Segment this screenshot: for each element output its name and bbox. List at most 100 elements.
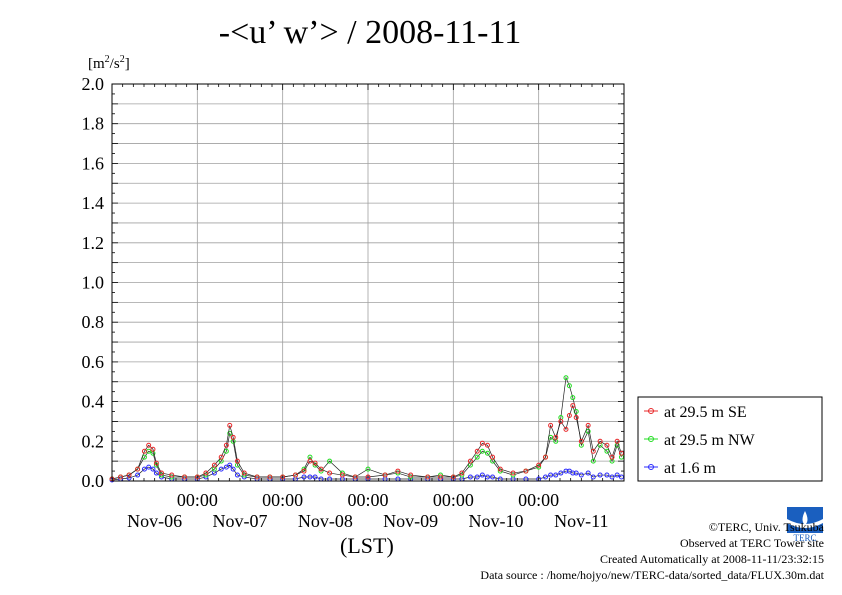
data-point [141,448,147,454]
data-point [352,474,358,480]
data-point [609,474,615,480]
data-point [234,458,240,464]
data-point [158,470,164,476]
data-point [484,474,490,480]
data-point [585,470,591,476]
data-point [318,466,324,472]
data-point [604,472,610,478]
y-tick-label: 1.2 [82,233,105,253]
data-point [327,458,333,464]
data-point [118,474,124,480]
data-point [542,474,548,480]
data-point [301,474,307,480]
data-point [467,474,473,480]
data-point [604,448,610,454]
data-point [474,454,480,460]
series-group [109,375,624,483]
data-point [234,472,240,478]
data-point [230,434,236,440]
data-point [223,448,229,454]
data-point [153,460,159,466]
data-point [604,442,610,448]
y-tick-label: 0.2 [82,431,105,451]
data-point [339,472,345,478]
data-point [146,442,152,448]
y-tick-label: 0.8 [82,312,105,332]
x-axis-label: (LST) [340,533,394,558]
data-point [126,475,132,481]
data-point [474,474,480,480]
x-tick-date-label: Nov-08 [298,511,353,531]
data-point [563,375,569,381]
data-point [135,472,141,478]
data-point [408,472,414,478]
legend-label: at 29.5 m NW [664,432,756,449]
x-tick-date-label: Nov-06 [127,511,182,531]
data-point [182,474,188,480]
x-tick-time-label: 00:00 [262,490,303,510]
legend-box [637,396,823,482]
data-point [566,412,572,418]
y-tick-label: 0.4 [82,392,105,412]
data-point [548,472,554,478]
data-point [307,458,313,464]
chart-title: -<u’ w’> / 2008-11-11 [218,14,522,51]
y-tick-label: 1.4 [82,193,105,213]
data-point [570,395,576,401]
legend-swatch-marker [648,436,654,442]
data-point [146,464,152,470]
data-point [523,468,529,474]
data-point [484,450,490,456]
data-point [585,422,591,428]
data-point [459,470,465,476]
data-point [542,454,548,460]
data-point [553,434,559,440]
data-point [365,466,371,472]
y-tick-label: 2.0 [82,74,105,94]
data-point [141,466,147,472]
x-tick-time-label: 00:00 [518,490,559,510]
data-point [327,470,333,476]
data-point [450,474,456,480]
y-tick-labels: 0.0 0.2 0.4 0.6 0.8 1.0 1.2 1.4 1.6 1.8 2.0 [82,74,105,491]
copyright-text: ©TERC, Univ. Tsukuba [708,520,824,534]
data-point [153,470,159,476]
legend-label: at 29.5 m SE [664,404,747,421]
data-point [312,474,318,480]
data-point [490,454,496,460]
credits-block: ©TERC, Univ. Tsukuba Observed at TERC To… [480,519,824,583]
grid-lines [111,83,625,482]
data-point [563,426,569,432]
series-line [111,404,622,480]
data-point [497,466,503,472]
data-point [211,462,217,468]
data-point [570,403,576,409]
data-point [241,470,247,476]
data-point [292,472,298,478]
data-point [614,438,620,444]
y-tick-label: 1.0 [82,273,105,293]
data-point [267,474,273,480]
legend-swatch-marker [648,408,654,414]
data-point [618,474,624,480]
data-point [484,442,490,448]
x-tick-time-label: 00:00 [177,490,218,510]
terc-logo-icon: TERC [784,503,826,543]
legend-label: at 1.6 m [664,460,717,477]
data-point [573,470,579,476]
data-point [312,460,318,466]
data-point [218,466,224,472]
legend-swatch-marker [648,464,654,470]
data-point [548,422,554,428]
data-point [536,462,542,468]
x-tick-date-label: Nov-09 [383,511,438,531]
y-unit-mid: /s [109,56,120,72]
data-point [510,470,516,476]
data-point [573,414,579,420]
y-unit-base: [m [88,56,105,72]
data-point [590,458,596,464]
y-tick-label: 0.0 [82,471,105,491]
data-point [467,458,473,464]
x-tick-date-label: Nov-07 [213,511,268,531]
